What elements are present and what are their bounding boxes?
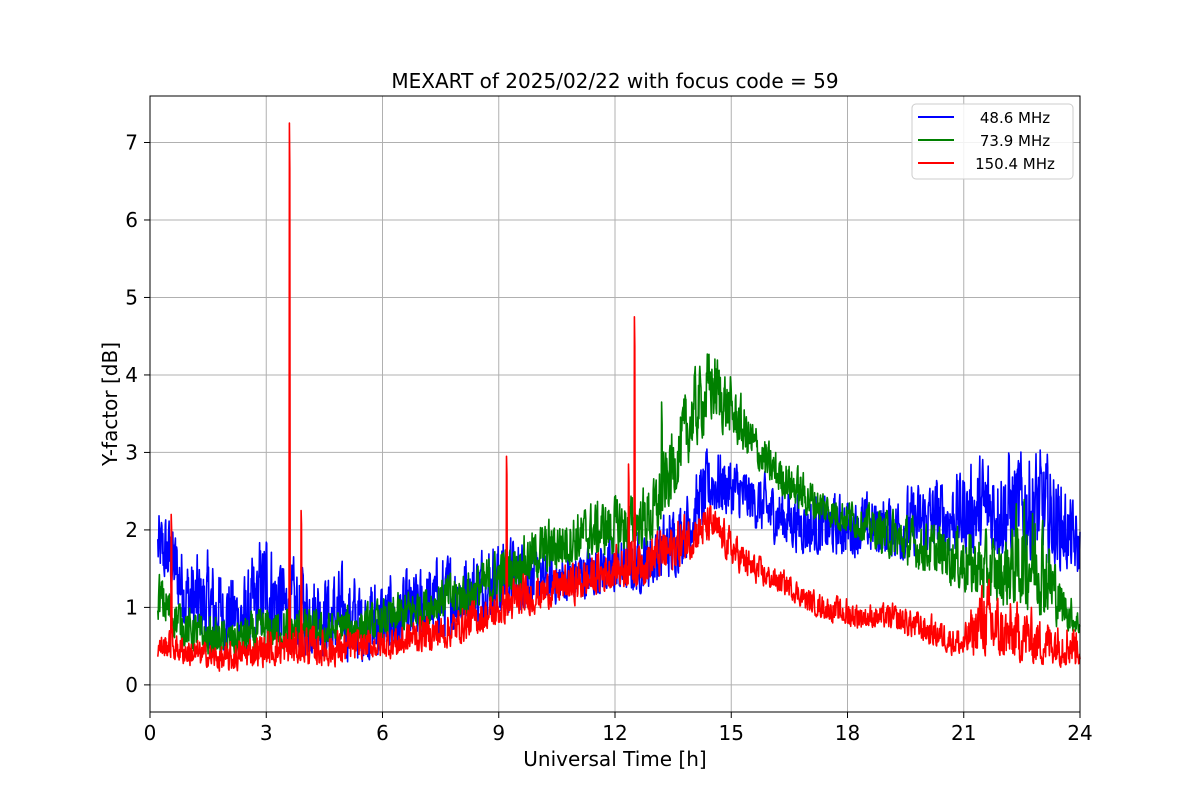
x-tick-label: 9 bbox=[492, 721, 505, 745]
legend-label-150-4: 150.4 MHz bbox=[975, 155, 1055, 173]
y-tick-label: 2 bbox=[125, 518, 138, 542]
x-tick-label: 6 bbox=[376, 721, 389, 745]
y-tick-label: 6 bbox=[125, 208, 138, 232]
x-axis-label: Universal Time [h] bbox=[523, 747, 706, 771]
y-tick-label: 1 bbox=[125, 595, 138, 619]
y-tick-label: 7 bbox=[125, 130, 138, 154]
x-tick-label: 18 bbox=[835, 721, 860, 745]
x-tick-label: 15 bbox=[719, 721, 744, 745]
x-tick-label: 21 bbox=[951, 721, 976, 745]
series-line-150-4 bbox=[157, 122, 1081, 672]
x-tick-label: 3 bbox=[260, 721, 273, 745]
legend-label-48-6: 48.6 MHz bbox=[980, 109, 1050, 127]
chart-title: MEXART of 2025/02/22 with focus code = 5… bbox=[391, 69, 838, 93]
y-axis-label: Y-factor [dB] bbox=[98, 342, 122, 467]
legend-label-73-9: 73.9 MHz bbox=[980, 132, 1050, 150]
x-tick-label: 24 bbox=[1067, 721, 1092, 745]
y-axis-ticks: 0 1 2 3 4 5 6 7 bbox=[125, 130, 150, 697]
y-tick-label: 4 bbox=[125, 363, 138, 387]
legend-box bbox=[911, 103, 1074, 180]
x-tick-label: 0 bbox=[144, 721, 157, 745]
y-tick-label: 0 bbox=[125, 673, 138, 697]
x-tick-label: 12 bbox=[602, 721, 627, 745]
series-layer bbox=[157, 122, 1081, 672]
x-axis-ticks: 0 3 6 9 12 15 18 21 24 bbox=[144, 712, 1093, 745]
legend: 48.6 MHz 73.9 MHz 150.4 MHz bbox=[911, 103, 1074, 180]
y-tick-label: 3 bbox=[125, 440, 138, 464]
y-tick-label: 5 bbox=[125, 285, 138, 309]
